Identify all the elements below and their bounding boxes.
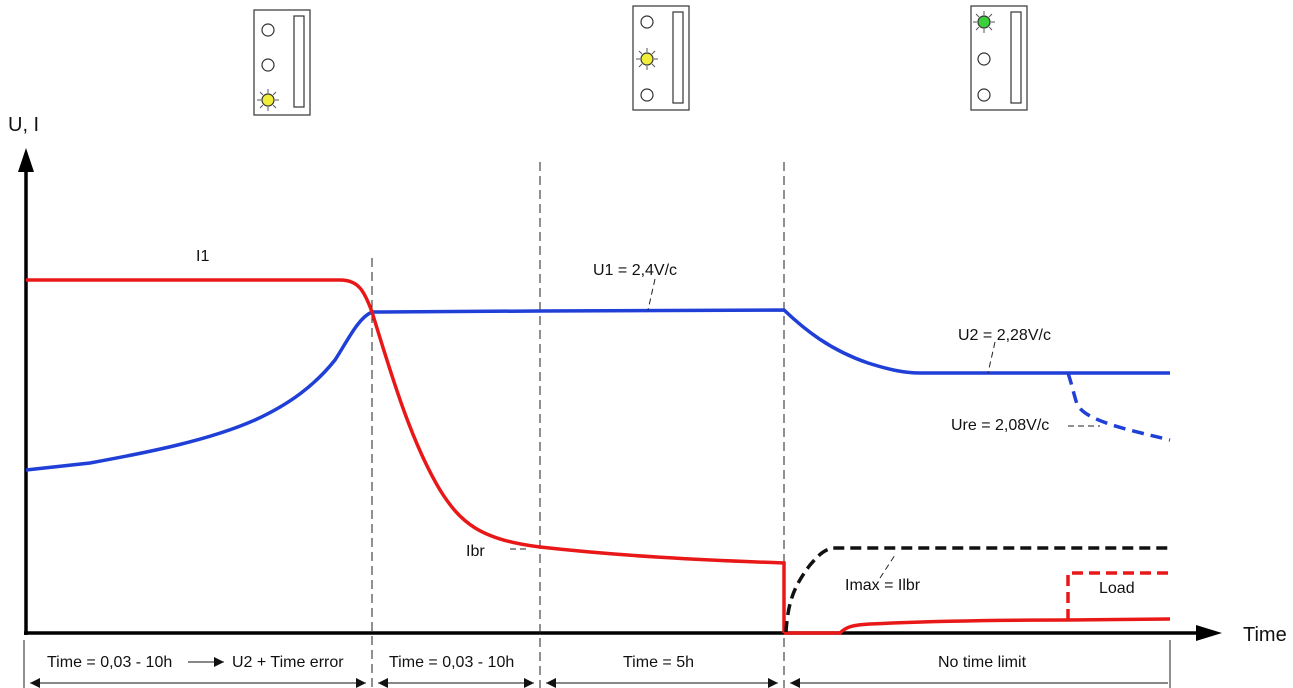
led-icon: [640, 88, 654, 102]
led-icon: [261, 23, 275, 37]
phase-dividers: [371, 162, 785, 688]
imax-dashed-curve: [784, 546, 1170, 633]
voltage-curve: [25, 308, 1170, 472]
ure-dashed-curve: [1066, 372, 1171, 442]
imax-label: Imax = Ilbr: [845, 577, 921, 594]
led-icon: [977, 52, 991, 66]
phase-2-label: Time = 0,03 - 10h: [389, 654, 514, 671]
led-panel-icon-2: [632, 5, 690, 111]
led-panel-icon-3: [970, 5, 1028, 111]
led-icon: [977, 88, 991, 102]
led-icon: [261, 58, 275, 72]
led-panel-icon-1: [253, 9, 311, 116]
current-curve: [26, 278, 786, 633]
phase-3-label: Time = 5h: [623, 654, 694, 671]
phase-1-label: Time = 0,03 - 10h: [47, 654, 172, 671]
u1-label: U1 = 2,4V/c: [593, 262, 677, 279]
i1-label: I1: [196, 248, 209, 265]
phase-1-target: U2 + Time error: [232, 654, 344, 671]
current-after-curve: [784, 617, 1171, 635]
u2-label: U2 = 2,28V/c: [958, 327, 1051, 344]
ibr-label: Ibr: [466, 543, 485, 560]
led-lit-icon: [636, 48, 658, 70]
led-icon: [640, 15, 654, 29]
up-arrow-icon: [18, 148, 34, 172]
x-axis-label: Time: [1243, 624, 1287, 646]
y-axis-label: U, I: [8, 114, 39, 136]
led-lit-icon: [257, 89, 279, 111]
leader-lines: [510, 278, 1100, 579]
load-label: Load: [1099, 580, 1135, 597]
ure-label: Ure = 2,08V/c: [951, 417, 1049, 434]
phase-4-label: No time limit: [938, 654, 1027, 671]
led-lit-icon: [973, 11, 995, 33]
right-arrow-icon: [1196, 625, 1222, 641]
